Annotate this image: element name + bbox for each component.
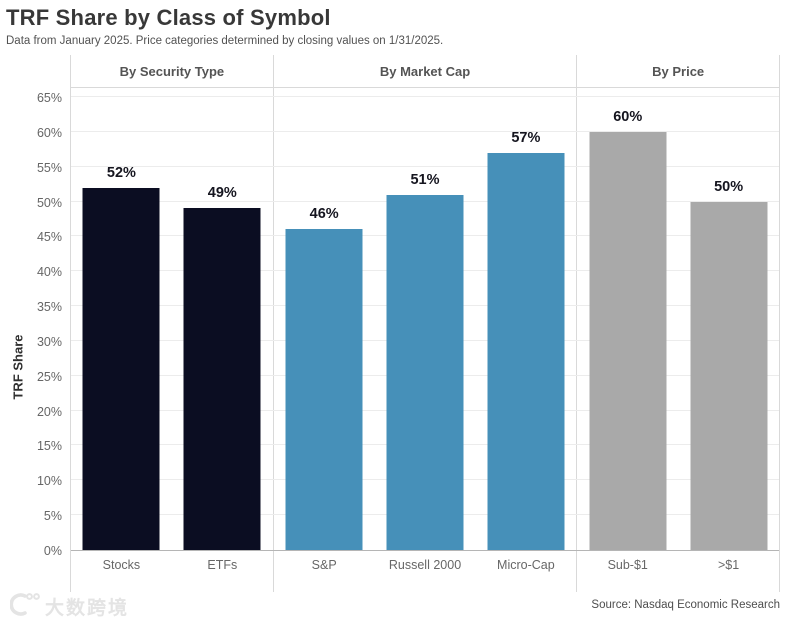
source-note: Source: Nasdaq Economic Research (591, 599, 780, 611)
bar-stocks[interactable] (82, 187, 160, 550)
y-tick-label: 55% (36, 160, 62, 175)
panel-by-security-type: 52% 49% (71, 88, 274, 550)
bar-cell-s-p: 46% (274, 88, 375, 550)
category-label-1: >$1 (717, 558, 740, 572)
gridline (71, 95, 779, 97)
y-tick-label: 50% (36, 195, 62, 210)
page-title: TRF Share by Class of Symbol (6, 5, 331, 30)
category-label-etfs: ETFs (207, 558, 238, 572)
panel-by-market-cap: 46% 51% 57% (274, 88, 578, 550)
category-label-row: Stocks ETFs S&P Russell 2000 Micro-Cap Sub-$1… (71, 551, 779, 592)
panel-by-price: 60% 50% (577, 88, 779, 550)
bar-cell-stocks: 52% (71, 88, 172, 550)
category-label-sub-1: Sub-$1 (607, 558, 648, 572)
bar-cell-russell-2000: 51% (375, 88, 476, 550)
bar-value-label: 57% (511, 129, 541, 146)
gridline (71, 130, 779, 132)
watermark: 大数跨境 (9, 591, 130, 620)
bar-value-label: 60% (613, 108, 643, 125)
chart-area: By Security Type By Market Cap By Price 52… (70, 55, 780, 592)
y-tick-label: 65% (36, 90, 62, 105)
bar-cell-etfs: 49% (172, 88, 273, 550)
bar-sub-1[interactable] (589, 131, 667, 550)
category-label-stocks: Stocks (102, 558, 141, 572)
panel-header-row: By Security Type By Market Cap By Price (71, 55, 779, 88)
bar-etfs[interactable] (183, 208, 261, 550)
bar-value-label: 52% (106, 164, 136, 181)
label-group-by-price: Sub-$1 >$1 (577, 551, 779, 592)
bar-micro-cap[interactable] (487, 152, 565, 550)
panel-header-by-market-cap: By Market Cap (274, 55, 578, 87)
y-tick-label: 15% (36, 439, 62, 454)
bar-value-label: 49% (207, 185, 237, 202)
y-tick-label: 5% (43, 509, 62, 524)
bar-cell-sub-1: 60% (577, 88, 678, 550)
bar-cell-micro-cap: 57% (475, 88, 576, 550)
y-tick-label: 45% (36, 230, 62, 245)
bar-value-label: 51% (410, 171, 440, 188)
y-tick-label: 40% (36, 265, 62, 280)
bar-value-label: 50% (714, 178, 744, 195)
y-tick-label: 0% (43, 544, 62, 558)
bar-value-label: 46% (309, 206, 339, 223)
gridline (71, 165, 779, 167)
y-tick-label: 10% (36, 474, 62, 489)
plot-area: 52% 49% 46% 51% 57% 60% 50% (71, 88, 779, 551)
bar-1[interactable] (690, 201, 768, 550)
y-tick-label: 20% (36, 404, 62, 419)
bar-russell-2000[interactable] (386, 194, 464, 550)
y-tick-label: 60% (36, 125, 62, 140)
y-tick-label: 35% (36, 300, 62, 315)
page-subtitle: Data from January 2025. Price categories… (6, 35, 444, 47)
bar-s-p[interactable] (285, 229, 363, 550)
label-group-by-security-type: Stocks ETFs (71, 551, 274, 592)
category-label-russell-2000: Russell 2000 (388, 558, 462, 572)
y-axis: TRF Share 0% 5% 10% 15% 20% 25% 30% 35% 40% 45% 50… (0, 55, 63, 592)
category-label-micro-cap: Micro-Cap (497, 558, 555, 572)
y-tick-label: 25% (36, 369, 62, 384)
category-label-s-p: S&P (311, 558, 337, 572)
watermark-label: 大数跨境 (45, 598, 130, 619)
panel-header-by-price: By Price (652, 63, 705, 79)
watermark-logo-icon (9, 591, 40, 620)
y-tick-label: 30% (36, 334, 62, 349)
bar-cell-1: 50% (678, 88, 779, 550)
label-group-by-market-cap: S&P Russell 2000 Micro-Cap (274, 551, 578, 592)
panel-header-by-security-type: By Security Type (71, 55, 274, 87)
